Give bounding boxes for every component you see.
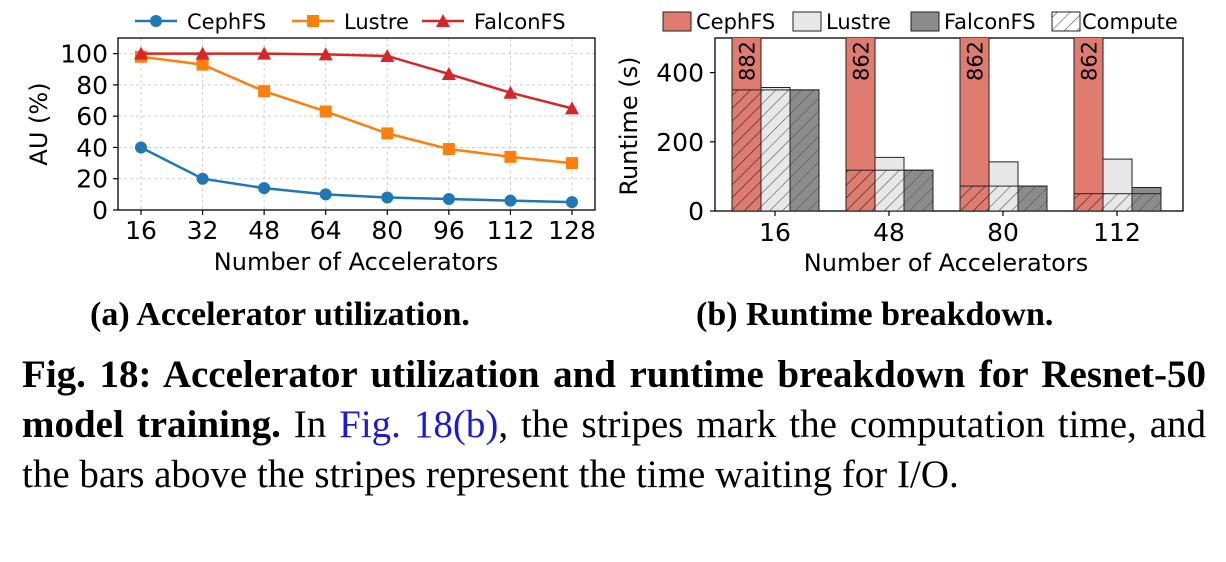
runtime-bar-chart: 0 200 400 Runtime (s) 16 882 48 862 80 862 112 862 N…: [615, 10, 1184, 277]
data-point-lustre: [442, 143, 455, 156]
bar-group: [731, 38, 1162, 211]
compute-stripe-falconfs-48: [903, 169, 934, 211]
y-tick-label: 60: [76, 102, 108, 131]
x-tick-label: 112: [1093, 218, 1141, 247]
legend-label-cephfs: CephFS: [187, 10, 266, 34]
data-point-falconfs: [134, 46, 148, 60]
caption-text-after: , the stripes mark the computation time,…: [22, 403, 1207, 496]
plot-frame: [117, 37, 596, 211]
legend-swatch: [910, 11, 940, 32]
x-axis-label: Number of Accelerators: [804, 249, 1088, 277]
data-point-lustre: [566, 157, 578, 170]
data-point-cephfs: [135, 141, 147, 154]
data-point-falconfs: [565, 101, 579, 115]
legend-label-falconfs: FalconFS: [474, 10, 566, 34]
data-point-falconfs: [195, 46, 210, 60]
x-tick-label: 80: [371, 216, 403, 245]
y-tick-label: 100: [60, 40, 108, 69]
y-axis-label: Runtime (s): [615, 56, 643, 195]
compute-stripe-cephfs-112: [1073, 193, 1104, 211]
data-point-cephfs: [504, 194, 517, 207]
data-point-falconfs: [503, 85, 518, 99]
caption-text-before: In: [280, 403, 340, 446]
data-point-cephfs: [442, 193, 455, 206]
compute-stripe-cephfs-48: [845, 169, 876, 211]
y-tick-label: 80: [76, 71, 108, 100]
legend-label-lustre: Lustre: [826, 10, 891, 34]
compute-stripe-cephfs-80: [959, 185, 990, 211]
x-tick-label: 48: [248, 216, 280, 245]
data-point-falconfs: [441, 66, 456, 80]
series-line-cephfs: [140, 146, 573, 204]
data-point-lustre: [381, 127, 394, 140]
plot-frame: [714, 37, 1184, 212]
y-axis-label: AU (%): [25, 82, 53, 165]
series-line-lustre: [140, 55, 573, 165]
bar-value-annotation: 862: [850, 41, 874, 81]
x-tick-label: 112: [487, 216, 535, 245]
legend-marker: [150, 15, 162, 27]
subcaption-a: (a) Accelerator utilization.: [90, 296, 470, 333]
compute-stripe-falconfs-80: [1017, 185, 1048, 211]
y-tick-label: 400: [656, 59, 704, 88]
data-point-lustre: [319, 105, 332, 118]
x-tick-label: 48: [873, 218, 905, 247]
data-point-cephfs: [566, 196, 578, 209]
legend-swatch: [792, 11, 822, 32]
legend-label-cephfs: CephFS: [696, 10, 775, 34]
caption-label: Fig. 18: Accelerator utilization and run…: [22, 353, 1206, 446]
data-point-falconfs: [380, 48, 395, 62]
series-line-falconfs: [141, 52, 573, 110]
compute-stripe-falconfs-112: [1131, 193, 1162, 211]
subcaption-b: (b) Runtime breakdown.: [696, 296, 1054, 333]
legend-swatch: [662, 11, 692, 32]
data-point-lustre: [196, 58, 209, 71]
legend-label-lustre: Lustre: [344, 10, 409, 34]
caption-figure-link[interactable]: Fig. 18(b): [339, 403, 499, 446]
y-tick-label: 0: [688, 197, 704, 226]
data-point-cephfs: [381, 191, 394, 204]
data-point-falconfs: [257, 46, 272, 60]
x-tick-label: 80: [987, 218, 1019, 247]
compute-stripe-falconfs-16: [789, 89, 820, 211]
x-tick-label: 16: [759, 218, 791, 247]
bar-cephfs-112: [1073, 38, 1104, 211]
compute-stripe-cephfs-16: [731, 89, 762, 211]
data-point-lustre: [258, 85, 271, 98]
legend-swatch-compute: [1051, 11, 1081, 32]
bar-value-annotation: 882: [736, 41, 760, 81]
bar-value-annotation: 862: [964, 41, 988, 81]
compute-stripe-lustre-16: [760, 89, 791, 211]
y-tick-label: 20: [76, 165, 108, 194]
y-tick-label: 200: [656, 128, 704, 157]
bar-cephfs-80: [959, 38, 990, 211]
x-tick-label: 96: [433, 216, 465, 245]
x-tick-label: 128: [548, 216, 596, 245]
legend-marker: [436, 14, 450, 27]
compute-stripe-lustre-48: [874, 169, 905, 211]
y-tick-label: 0: [92, 196, 108, 225]
bar-value-annotation: 862: [1078, 41, 1102, 81]
x-tick-label: 32: [187, 216, 219, 245]
data-point-falconfs: [318, 47, 333, 61]
legend-label-falconfs: FalconFS: [944, 10, 1036, 34]
legend-label-compute: Compute: [1082, 10, 1178, 34]
data-point-cephfs: [319, 188, 332, 201]
data-point-cephfs: [196, 172, 209, 185]
data-point-cephfs: [258, 182, 271, 195]
figure-caption: Fig. 18: Accelerator utilization and run…: [22, 350, 1206, 500]
legend-marker: [307, 15, 319, 27]
compute-stripe-lustre-112: [1102, 193, 1133, 211]
y-tick-label: 40: [76, 133, 108, 162]
x-tick-label: 16: [125, 216, 157, 245]
data-point-lustre: [504, 150, 517, 163]
compute-stripe-lustre-80: [988, 185, 1019, 211]
x-tick-label: 64: [310, 216, 342, 245]
x-axis-label: Number of Accelerators: [214, 248, 498, 276]
